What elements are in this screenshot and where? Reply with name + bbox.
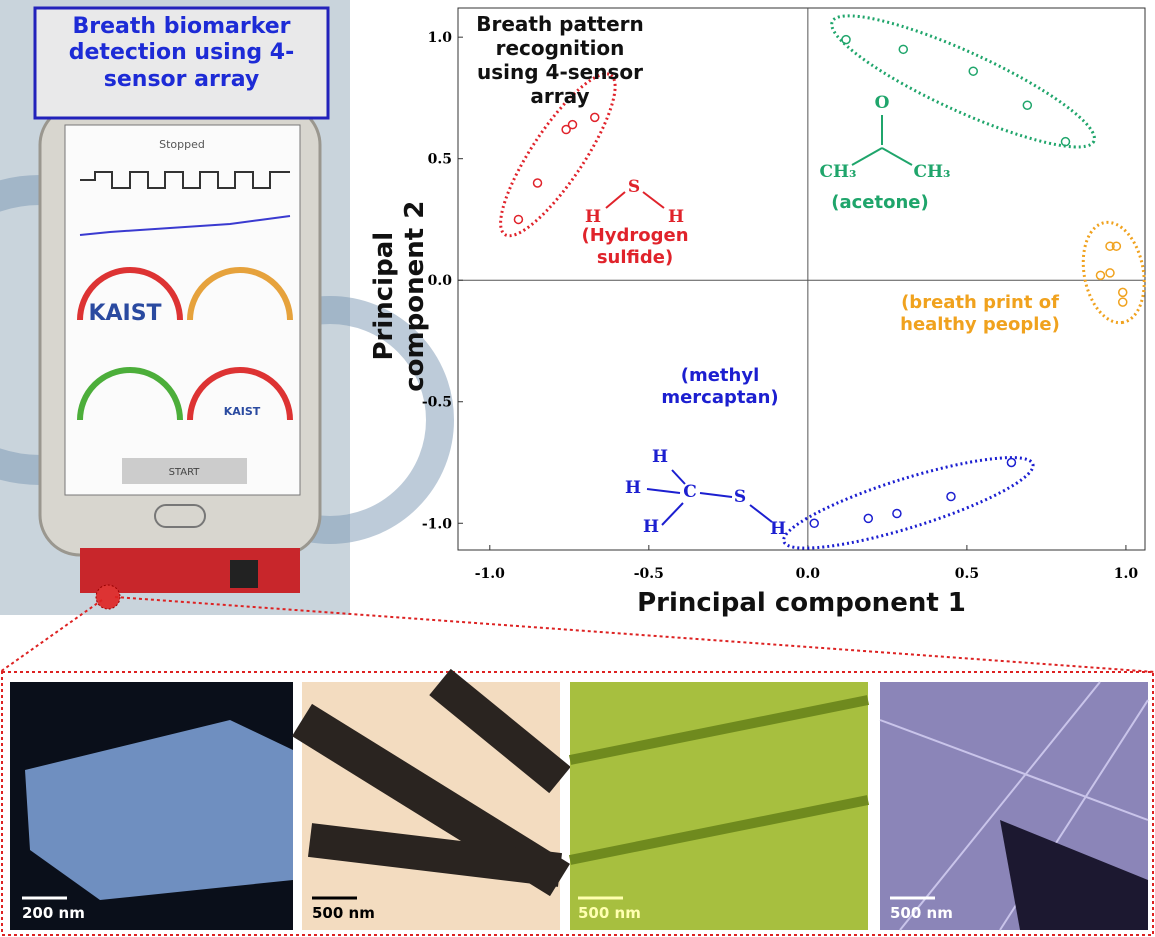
chart-title: Breath pattern recognition using 4-senso… <box>470 12 650 108</box>
atom: H <box>625 478 641 498</box>
atom: CH₃ <box>913 162 950 182</box>
x-tick-label: -1.0 <box>475 566 505 582</box>
scale-bar-label: 500 nm <box>578 904 641 922</box>
atom: C <box>683 482 697 502</box>
scale-bar-label: 500 nm <box>890 904 953 922</box>
canvas: Stopped START KAIST KAIST 200 nm 500 nm 500 nm… <box>0 0 1155 937</box>
atom: O <box>875 93 890 113</box>
y-tick-label: 0.0 <box>428 273 453 289</box>
series-label: (acetone) <box>815 192 945 214</box>
y-tick-label: 1.0 <box>428 30 453 46</box>
atom: H <box>668 207 684 227</box>
series-label: (Hydrogen sulfide) <box>570 225 700 268</box>
x-axis-label: Principal component 1 <box>458 588 1145 619</box>
atom: H <box>643 517 659 537</box>
atom: H <box>770 519 786 539</box>
y-tick-label: -1.0 <box>422 516 452 532</box>
x-tick-label: 1.0 <box>1114 566 1139 582</box>
scale-bar-label: 200 nm <box>22 904 85 922</box>
screen-title: Stopped <box>159 138 205 151</box>
atom: S <box>628 177 640 197</box>
atom: CH₃ <box>819 162 856 182</box>
figure: Stopped START KAIST KAIST 200 nm 500 nm 500 nm… <box>0 0 1155 937</box>
scale-bar-label: 500 nm <box>312 904 375 922</box>
button-label: START <box>169 467 201 478</box>
photo-label: Breath biomarker detection using 4-senso… <box>38 14 325 93</box>
logo: KAIST <box>224 405 261 418</box>
y-tick-label: 0.5 <box>428 152 452 168</box>
atom: H <box>585 207 601 227</box>
atom: H <box>652 447 668 467</box>
series-label: (breath print of healthy people) <box>880 292 1080 335</box>
atom: S <box>734 487 746 507</box>
chip <box>230 560 258 588</box>
x-tick-label: -0.5 <box>634 566 664 582</box>
x-tick-label: 0.5 <box>955 566 979 582</box>
logo: KAIST <box>88 301 161 326</box>
y-axis-label: Principal component 2 <box>369 166 431 426</box>
x-tick-label: 0.0 <box>796 566 821 582</box>
series-label: (methyl mercaptan) <box>645 365 795 408</box>
